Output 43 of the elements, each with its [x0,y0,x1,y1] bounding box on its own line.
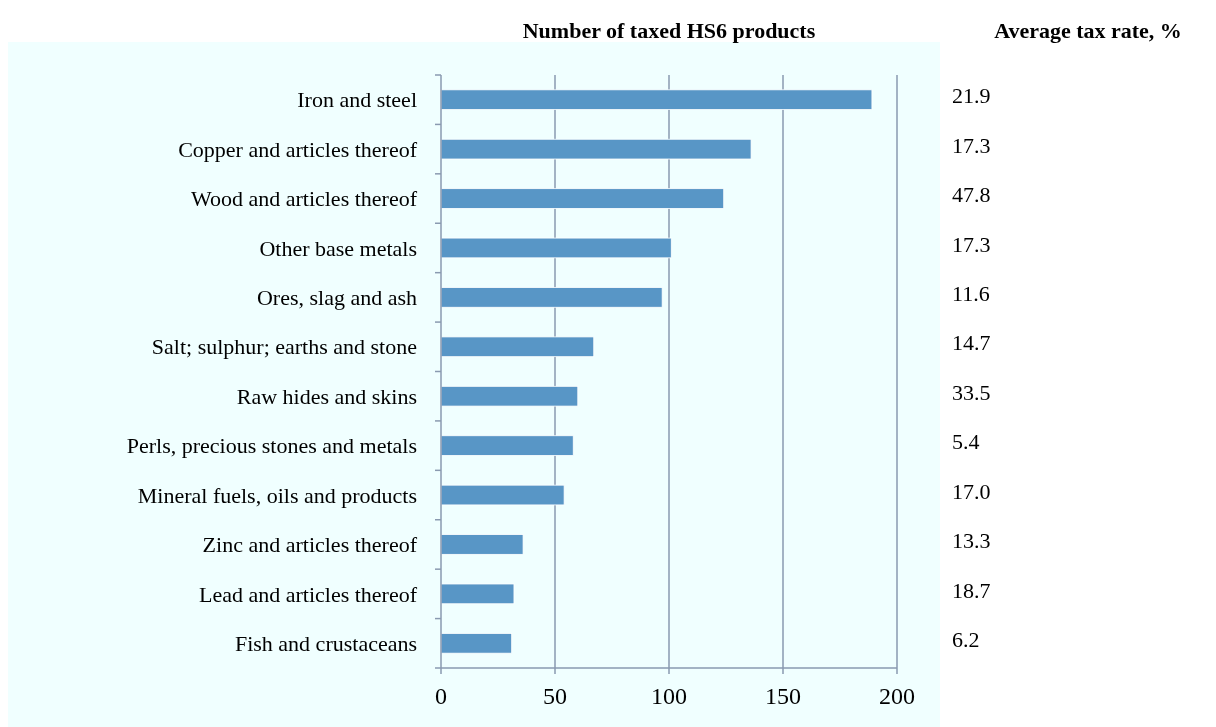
bar [440,336,595,358]
y-tick-label: Iron and steel [297,87,417,113]
y-tick-label: Wood and articles thereof [190,186,418,212]
x-tick-label: 50 [543,683,567,709]
text: 6.2 [952,626,980,652]
text: 47.8 [952,182,991,208]
bar [440,237,672,259]
bar [440,188,725,209]
bar [440,287,663,308]
text: 21.9 [952,83,991,109]
x-tick-label: 0 [435,683,447,709]
y-tick-label: Lead and articles thereof [198,581,418,607]
chart-title: Number of taxed HS6 products [522,17,816,43]
text: 18.7 [952,577,991,603]
bar [440,385,579,407]
bar [440,633,513,654]
text: 13.3 [952,528,991,554]
y-tick-label: Zinc and articles thereof [202,532,418,558]
text: 11.6 [952,281,990,307]
bar [440,534,524,555]
text: 17.3 [952,132,991,158]
y-tick-label: Salt; sulphur; earths and stone [151,334,417,360]
y-tick-label: Fish and crustaceans [234,630,417,656]
x-tick-label: 200 [879,683,915,709]
text: 14.7 [952,330,991,356]
bar [440,583,515,605]
text: 17.0 [952,478,991,504]
y-tick-label: Other base metals [259,235,417,261]
bar [440,138,752,160]
text: Average tax rate, % [994,17,1182,43]
bar [440,89,873,110]
bar [440,435,574,456]
text: 17.3 [952,231,991,257]
x-tick-label: 100 [651,683,687,709]
y-tick-label: Ores, slag and ash [256,285,417,311]
bar [440,484,565,506]
y-tick-label: Perls, precious stones and metals [126,433,417,459]
y-tick-label: Mineral fuels, oils and products [137,482,417,508]
text: 5.4 [952,429,980,455]
x-tick-label: 150 [765,683,801,709]
y-tick-label: Copper and articles thereof [178,136,418,162]
y-tick-label: Raw hides and skins [236,383,417,409]
text: 33.5 [952,379,991,405]
